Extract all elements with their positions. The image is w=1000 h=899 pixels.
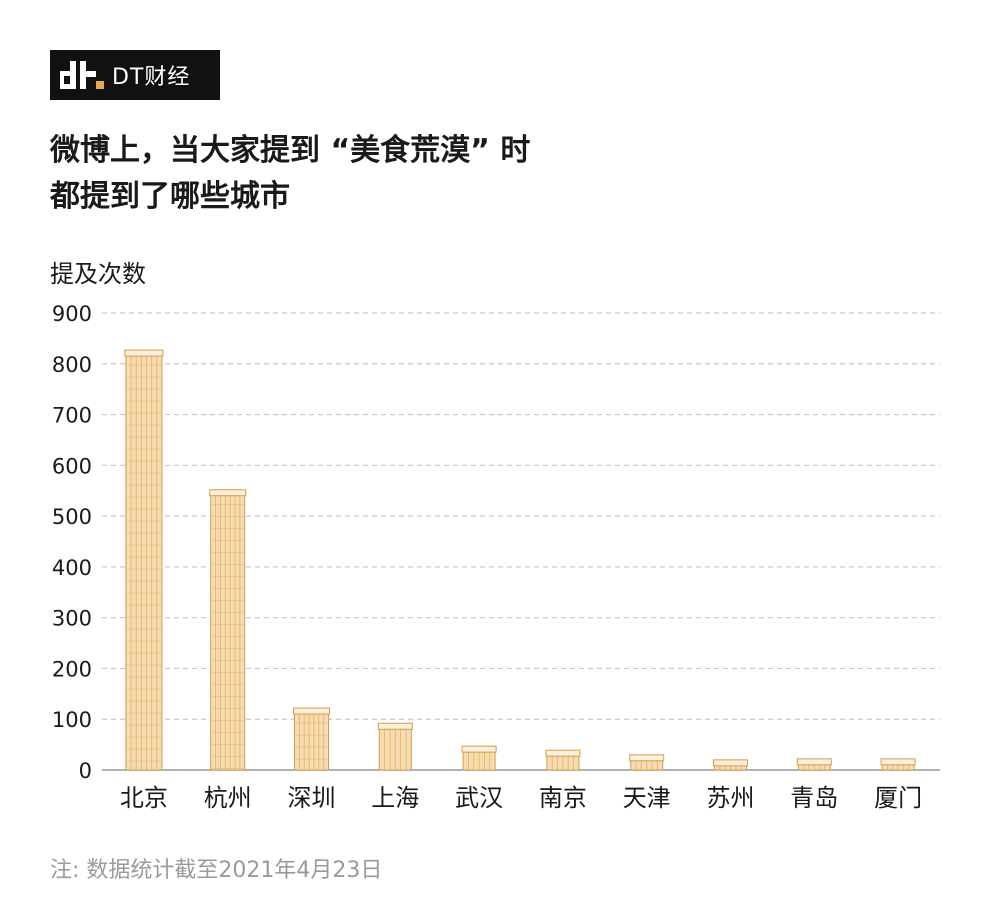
bar-facade [294, 713, 329, 770]
x-tick-label: 南京 [539, 784, 587, 812]
bar-facade [125, 355, 162, 770]
brand-name: DT财经 [112, 65, 191, 90]
bar [294, 708, 329, 771]
y-tick-label: 300 [52, 607, 92, 631]
bar-roof [629, 754, 665, 762]
chart-title: 微博上，当大家提到 “美食荒漠” 时 都提到了哪些城市 [50, 128, 530, 220]
bar-roof [713, 759, 748, 767]
y-tick-label: 200 [52, 657, 92, 681]
bar-roof [209, 489, 247, 497]
y-tick-label: 700 [52, 404, 92, 428]
bar-roof [545, 749, 581, 757]
x-tick-label: 北京 [120, 784, 168, 812]
bar [125, 350, 163, 771]
bar-roof [796, 758, 832, 766]
bar-facade [635, 759, 658, 770]
x-tick-label: 苏州 [707, 784, 755, 812]
bar-roof [293, 707, 330, 715]
y-axis-label: 提及次数 [50, 260, 146, 288]
dt-logo-icon [60, 61, 104, 89]
footnote: 注: 数据统计截至2021年4月23日 [50, 858, 383, 883]
chart-title-line-2: 都提到了哪些城市 [50, 179, 290, 214]
y-tick-label: 600 [52, 454, 92, 478]
y-tick-label: 900 [52, 302, 92, 326]
bar-roof [124, 349, 164, 357]
x-tick-label: 厦门 [874, 784, 922, 812]
bar-facade [551, 755, 575, 770]
y-tick-label: 0 [79, 759, 92, 783]
x-tick-label: 天津 [623, 784, 671, 812]
bar-facade [210, 494, 245, 770]
x-tick-label: 深圳 [288, 784, 336, 812]
bar-roof [880, 758, 916, 766]
bar-roof [377, 722, 413, 730]
x-tick-label: 武汉 [455, 784, 503, 812]
brand-logo: DT财经 [50, 50, 220, 100]
chart-title-line-1: 微博上，当大家提到 “美食荒漠” 时 [50, 133, 531, 168]
y-tick-label: 500 [52, 505, 92, 529]
y-tick-label: 800 [52, 353, 92, 377]
bar-facade [467, 751, 491, 770]
bar-facade [384, 728, 407, 770]
x-tick-label: 杭州 [204, 784, 252, 812]
y-tick-label: 400 [52, 556, 92, 580]
y-tick-label: 100 [52, 708, 92, 732]
x-tick-label: 青岛 [790, 784, 838, 812]
bar-roof [461, 745, 497, 753]
x-tick-label: 上海 [371, 784, 419, 812]
bar [210, 490, 246, 771]
